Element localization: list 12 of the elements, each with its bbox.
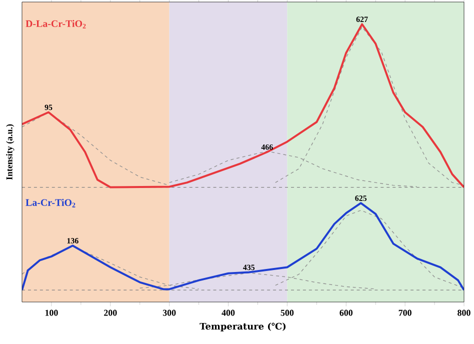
text: D-La-Cr-TiO$_{2}$	[26, 20, 86, 28]
text: La-Cr-TiO$_{2}$	[26, 198, 76, 208]
x-tick-label: 200	[104, 310, 117, 316]
x-tick-label: 800	[458, 310, 470, 316]
y-axis-title: Intensity (a.u.)	[6, 124, 14, 180]
x-axis-title: Temperature (℃)	[200, 322, 286, 332]
x-tick-label: 100	[45, 310, 58, 316]
x-tick-label: 600	[340, 310, 353, 316]
x-tick-label: 400	[222, 310, 235, 316]
x-tick-label: 500	[280, 310, 294, 316]
x-tick-label: 700	[398, 310, 412, 316]
x-tick-label: 300	[162, 310, 176, 316]
